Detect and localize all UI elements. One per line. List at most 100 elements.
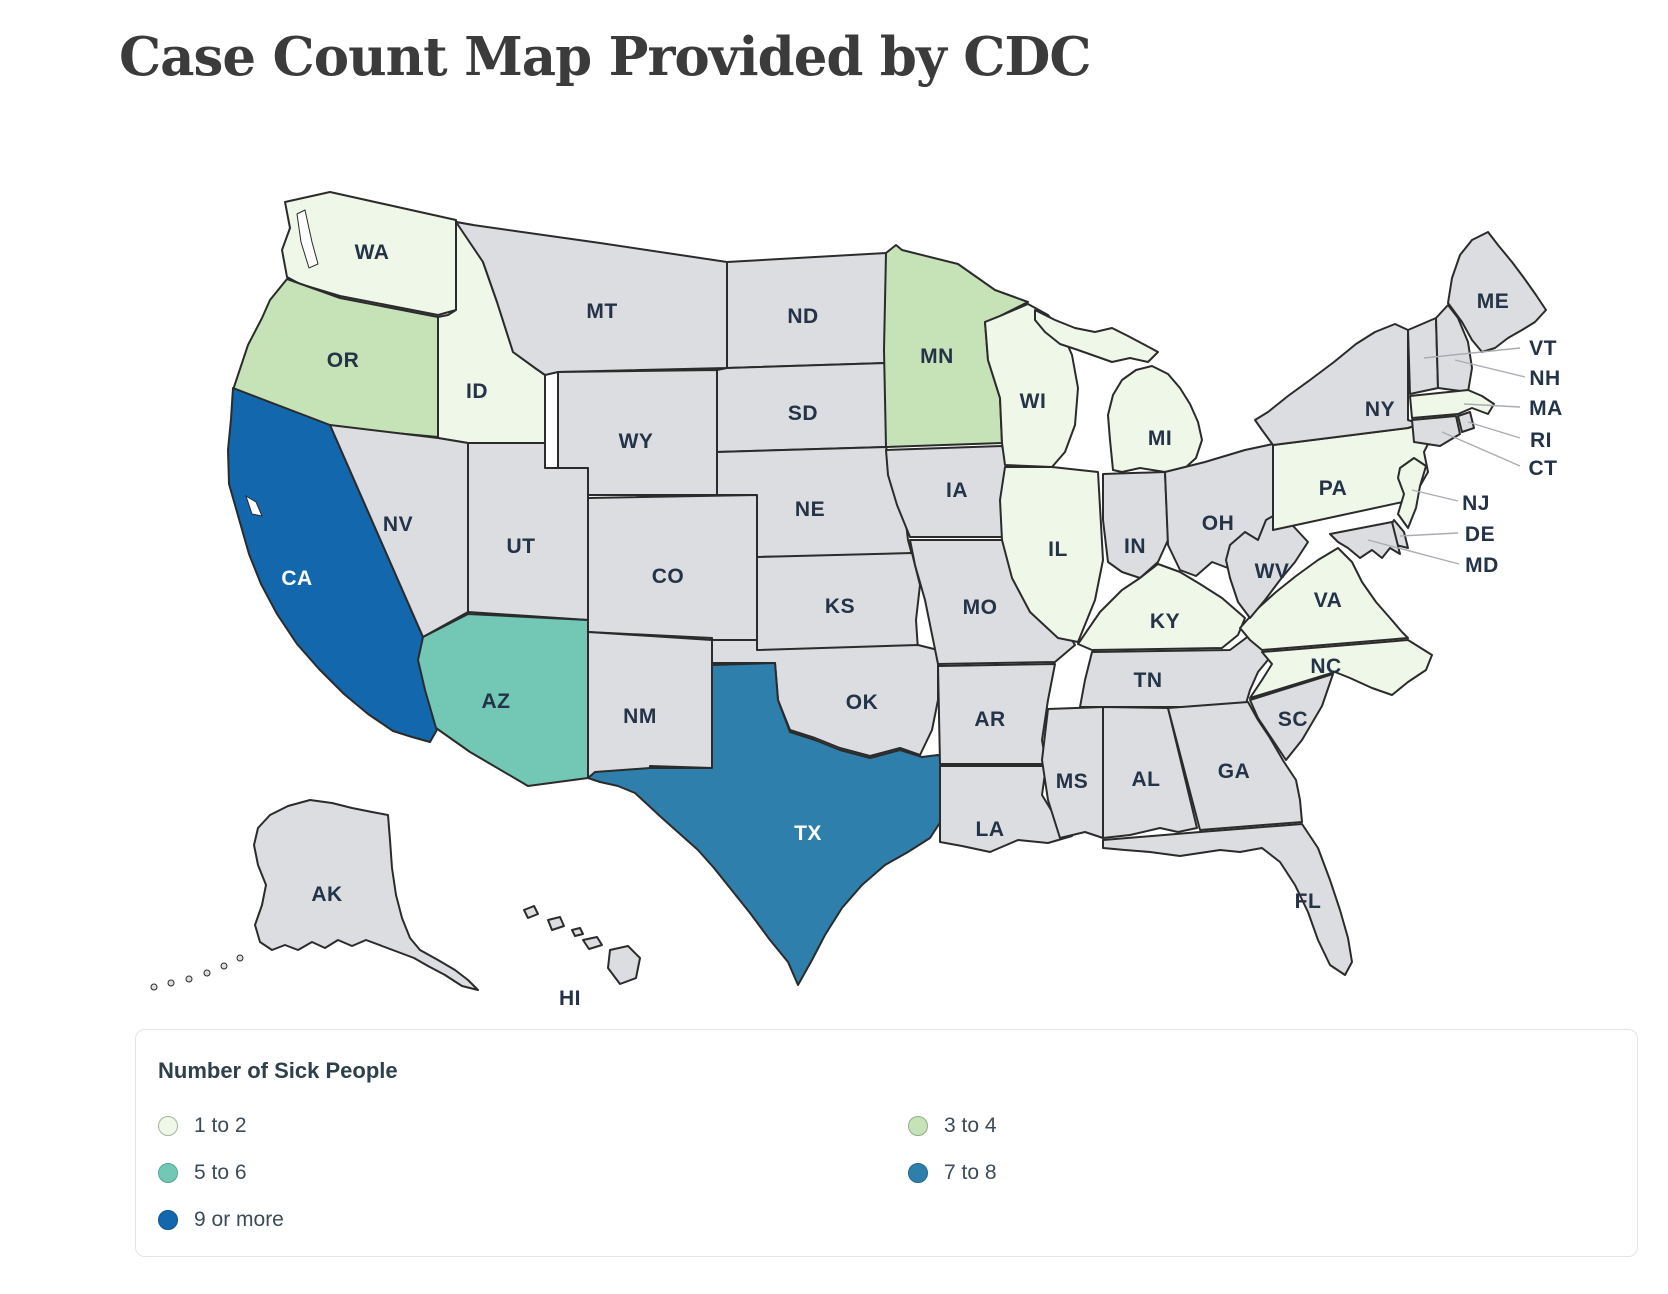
state-label-NV: NV: [383, 513, 413, 536]
state-label-VA: VA: [1314, 589, 1343, 612]
callout-line-CT: [1441, 431, 1521, 467]
state-label-MS: MS: [1056, 770, 1089, 793]
state-label-TX: TX: [794, 822, 822, 845]
state-label-WA: WA: [355, 241, 390, 264]
state-GA[interactable]: [1167, 701, 1303, 831]
state-label-UT: UT: [507, 535, 536, 558]
state-label-WY: WY: [619, 430, 654, 453]
state-WA[interactable]: [281, 191, 457, 316]
state-TX[interactable]: [587, 662, 951, 986]
state-MD[interactable]: [1329, 521, 1401, 559]
state-HI-part[interactable]: [523, 905, 539, 919]
state-label-MA: MA: [1529, 397, 1563, 420]
state-AZ[interactable]: [417, 613, 589, 787]
state-label-GA: GA: [1218, 760, 1251, 783]
map-labels: WA OR CA ID NV UT AZ MT WY CO NM ND SD NE KS OK TX MN IA MO…: [281, 241, 1563, 1010]
state-HI-part[interactable]: [547, 916, 565, 931]
state-label-MT: MT: [586, 300, 617, 323]
callout-line-RI: [1467, 421, 1521, 439]
legend-label: 3 to 4: [944, 1114, 997, 1137]
map-decorations: [245, 209, 319, 517]
callout-line-NJ: [1411, 489, 1459, 502]
state-AR[interactable]: [937, 663, 1056, 765]
callout-line-NH: [1454, 359, 1526, 378]
state-HI[interactable]: [607, 945, 641, 985]
state-label-PA: PA: [1319, 477, 1348, 500]
state-label-OH: OH: [1202, 512, 1235, 535]
state-IN[interactable]: [1102, 471, 1169, 579]
state-AK-island: [203, 969, 211, 977]
state-label-MN: MN: [920, 345, 954, 368]
state-label-NE: NE: [795, 498, 825, 521]
state-label-ND: ND: [787, 305, 818, 328]
state-label-SD: SD: [788, 402, 818, 425]
legend-item-5-to-6: 5 to 6: [158, 1161, 247, 1185]
state-MA[interactable]: [1409, 389, 1495, 419]
map-callout-lines: [1367, 347, 1526, 565]
state-label-MD: MD: [1465, 554, 1499, 577]
state-label-ME: ME: [1477, 290, 1510, 313]
state-label-NJ: NJ: [1462, 492, 1490, 515]
legend-swatch-1-to-2: [158, 1116, 178, 1136]
legend-label: 5 to 6: [194, 1161, 247, 1184]
state-UT[interactable]: [467, 442, 589, 621]
legend-label: 9 or more: [194, 1208, 284, 1231]
state-IL[interactable]: [999, 466, 1104, 643]
callout-line-MD: [1367, 539, 1460, 565]
map-states: [150, 191, 1547, 991]
state-AK-island: [236, 954, 244, 962]
legend-swatch-5-to-6: [158, 1163, 178, 1183]
state-label-AZ: AZ: [482, 690, 511, 713]
legend-card: Number of Sick People 1 to 2 3 to 4 5 to…: [135, 1029, 1638, 1257]
legend-swatch-9-or-more: [158, 1210, 178, 1230]
state-label-CA: CA: [281, 567, 312, 590]
legend-item-7-to-8: 7 to 8: [908, 1161, 997, 1185]
state-label-AL: AL: [1132, 768, 1161, 791]
state-WV[interactable]: [1225, 511, 1309, 619]
state-WI[interactable]: [984, 303, 1079, 468]
state-label-ID: ID: [466, 380, 488, 403]
state-AK[interactable]: [253, 799, 479, 991]
callout-line-DE: [1399, 532, 1459, 537]
state-ME[interactable]: [1447, 231, 1547, 353]
state-NC[interactable]: [1249, 639, 1433, 699]
state-label-KS: KS: [825, 595, 855, 618]
legend-swatch-7-to-8: [908, 1163, 928, 1183]
legend-item-1-to-2: 1 to 2: [158, 1114, 247, 1138]
state-MI[interactable]: [1107, 365, 1203, 473]
state-VA[interactable]: [1239, 547, 1409, 651]
state-label-VT: VT: [1529, 337, 1557, 360]
state-label-IL: IL: [1048, 538, 1068, 561]
state-LA[interactable]: [939, 765, 1073, 853]
legend-item-3-to-4: 3 to 4: [908, 1114, 997, 1138]
state-VT[interactable]: [1407, 317, 1439, 395]
state-NH[interactable]: [1435, 304, 1473, 393]
legend-item-9-or-more: 9 or more: [158, 1208, 284, 1232]
state-MT[interactable]: [455, 221, 728, 376]
state-RI[interactable]: [1457, 411, 1475, 433]
state-label-MO: MO: [963, 596, 998, 619]
state-label-AR: AR: [974, 708, 1005, 731]
state-label-LA: LA: [976, 818, 1005, 841]
state-NY[interactable]: [1254, 323, 1421, 446]
state-label-CT: CT: [1529, 457, 1558, 480]
state-label-RI: RI: [1530, 429, 1552, 452]
state-FL[interactable]: [1102, 823, 1353, 976]
state-CT[interactable]: [1411, 415, 1461, 447]
state-NJ[interactable]: [1397, 457, 1427, 529]
state-label-FL: FL: [1295, 890, 1322, 913]
state-label-KY: KY: [1150, 610, 1180, 633]
legend-label: 1 to 2: [194, 1114, 247, 1137]
state-HI-part[interactable]: [582, 936, 603, 950]
state-label-OK: OK: [846, 691, 879, 714]
state-label-OR: OR: [327, 349, 360, 372]
state-SC[interactable]: [1249, 673, 1334, 761]
state-MI-part[interactable]: [1034, 309, 1159, 363]
state-label-DE: DE: [1465, 523, 1495, 546]
state-KY[interactable]: [1077, 563, 1246, 651]
state-label-AK: AK: [311, 883, 342, 906]
state-HI-part[interactable]: [571, 927, 584, 937]
state-label-NY: NY: [1365, 398, 1395, 421]
